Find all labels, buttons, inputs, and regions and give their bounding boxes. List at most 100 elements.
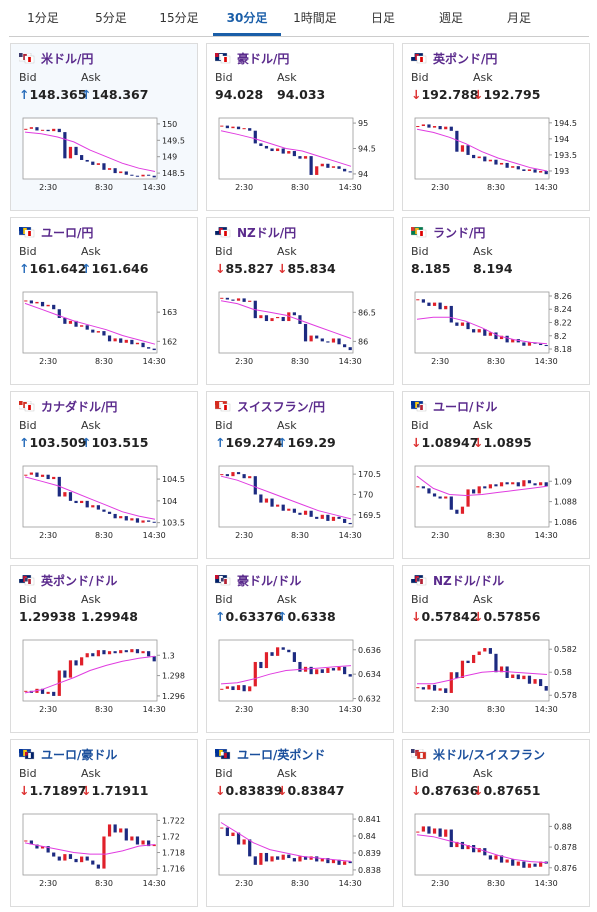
- pair-name[interactable]: スイスフラン/円: [237, 400, 326, 414]
- mini-chart: 0.838 0.839 0.84 0.841 2:30 8:30 14:30: [218, 813, 381, 888]
- candle: [298, 315, 302, 324]
- moving-average: [416, 475, 548, 497]
- y-tick-label: 86: [358, 337, 368, 346]
- quote-card[interactable]: NZドル/円 Bid Ask ↓85.827 ↓85.834 86 86.5 2:30 8:30…: [206, 217, 394, 385]
- pair-name[interactable]: NZドル/ドル: [433, 574, 505, 588]
- candle: [460, 145, 465, 152]
- candle: [438, 496, 442, 499]
- candle: [52, 304, 56, 310]
- y-tick-label: 0.841: [358, 815, 381, 824]
- pair-name[interactable]: カナダドル/円: [41, 400, 118, 414]
- candle: [416, 831, 420, 833]
- y-tick-label: 1.3: [162, 651, 175, 660]
- trend-arrow: ↓: [277, 783, 288, 798]
- candle: [488, 484, 492, 489]
- pair-name[interactable]: ランド/円: [433, 226, 486, 240]
- pair-name[interactable]: NZドル/円: [237, 226, 297, 240]
- ask-label: Ask: [473, 767, 493, 780]
- candle: [270, 148, 274, 152]
- quote-card[interactable]: ユーロ/円 Bid Ask ↑161.642 ↑161.646 162 163 2:30 8:3…: [10, 217, 198, 385]
- flag-part: [420, 231, 423, 236]
- quote-card[interactable]: 英ポンド/ドル Bid Ask 1.29938 1.29948 1.296 1.298 1.3…: [10, 565, 198, 733]
- pair-name[interactable]: ユーロ/英ポンド: [237, 748, 326, 762]
- pair-name[interactable]: 英ポンド/ドル: [41, 574, 118, 588]
- candle: [287, 508, 291, 511]
- candle: [242, 128, 246, 130]
- quote-card[interactable]: 米ドル/円 Bid Ask ↑148.365 ↑148.367 148.5 149 149.5…: [10, 43, 198, 211]
- candle: [102, 650, 106, 655]
- plot-frame: [414, 639, 550, 702]
- candle: [225, 474, 229, 477]
- tab[interactable]: 15分足: [159, 11, 199, 25]
- quote-card[interactable]: NZドル/ドル Bid Ask ↓0.57842 ↓0.57856 0.578 0.58 0.…: [402, 565, 590, 733]
- quote-card[interactable]: ランド/円 Bid Ask 8.185 8.194 8.18 8.2 8.22 8.24 8.26…: [402, 217, 590, 385]
- candle: [421, 486, 425, 489]
- plot-frame: [414, 291, 550, 354]
- x-tick-label: 2:30: [39, 531, 57, 540]
- candle: [74, 660, 78, 666]
- candle: [74, 320, 78, 327]
- candle: [29, 127, 33, 129]
- candle: [315, 856, 319, 862]
- flag-part: [411, 53, 415, 57]
- quote-card[interactable]: 豪ドル/円 Bid Ask 94.028 94.033 94 94.5 95 2:30 8:30 1…: [206, 43, 394, 211]
- bid-value: ↑0.63376: [215, 609, 282, 624]
- quote-card[interactable]: ユーロ/豪ドル Bid Ask ↓1.71897 ↓1.71911 1.716 1.718 1…: [10, 739, 198, 907]
- candle: [533, 679, 537, 684]
- candle: [539, 679, 543, 687]
- candle: [68, 854, 73, 859]
- tab[interactable]: 日足: [370, 11, 395, 25]
- candle: [326, 858, 330, 864]
- trend-arrow: ↑: [19, 87, 30, 102]
- pair-name[interactable]: ユーロ/豪ドル: [41, 748, 118, 762]
- pair-name[interactable]: 米ドル/円: [41, 52, 94, 66]
- pair-name[interactable]: 英ポンド/円: [433, 52, 498, 66]
- y-tick-label: 0.634: [358, 670, 381, 679]
- candle: [107, 168, 112, 170]
- y-tick-label: 0.838: [358, 866, 381, 875]
- tab[interactable]: 1時間足: [293, 11, 337, 25]
- candle: [270, 856, 274, 862]
- tab[interactable]: 30分足: [213, 0, 281, 36]
- quote-card[interactable]: 米ドル/スイスフラン Bid Ask ↓0.87636 ↓0.87651 0.876 0.8…: [402, 739, 590, 907]
- tab[interactable]: 5分足: [95, 11, 127, 25]
- candle: [449, 305, 453, 323]
- plot-frame: [218, 813, 354, 876]
- pair-name[interactable]: 豪ドル/ドル: [237, 574, 302, 588]
- bid-value: 1.29938: [19, 609, 76, 624]
- flag-part: [411, 575, 415, 579]
- candle: [539, 170, 543, 173]
- moving-average: [24, 302, 156, 345]
- ask-price: 85.834: [287, 261, 336, 276]
- tab[interactable]: 月足: [506, 11, 531, 25]
- candle: [74, 858, 78, 863]
- ask-value: ↓192.795: [473, 87, 540, 102]
- bid-price: 1.08947: [421, 435, 479, 450]
- pair-name[interactable]: 米ドル/スイスフラン: [433, 748, 546, 762]
- candle: [522, 480, 526, 487]
- quote-card[interactable]: ユーロ/ドル Bid Ask ↓1.08947 ↓1.0895 1.086 1.088 1.0…: [402, 391, 590, 559]
- candle: [124, 171, 128, 175]
- ask-value: ↓1.0895: [473, 435, 532, 450]
- candle: [141, 651, 145, 654]
- pair-name[interactable]: ユーロ/円: [41, 226, 94, 240]
- quote-card[interactable]: カナダドル/円 Bid Ask ↑103.509 ↑103.515 103.5 104 104…: [10, 391, 198, 559]
- candle: [432, 684, 437, 691]
- pair-name[interactable]: ユーロ/ドル: [433, 400, 498, 414]
- y-tick-label: 0.58: [554, 668, 572, 677]
- candle: [421, 826, 425, 832]
- tab[interactable]: 1分足: [27, 11, 59, 25]
- quote-card[interactable]: 豪ドル/ドル Bid Ask ↑0.63376 ↑0.6338 0.632 0.634 0.6…: [206, 565, 394, 733]
- candle: [488, 159, 492, 162]
- tab[interactable]: 週足: [438, 11, 463, 25]
- candle: [472, 329, 476, 333]
- trend-arrow: ↓: [473, 609, 484, 624]
- candle: [477, 486, 481, 494]
- quote-card[interactable]: スイスフラン/円 Bid Ask ↑169.274 ↑169.29 169.5 170 170…: [206, 391, 394, 559]
- quote-card[interactable]: 英ポンド/円 Bid Ask ↓192.788 ↓192.795 193 193.5 194 1…: [402, 43, 590, 211]
- candle: [444, 126, 448, 130]
- flag-icon: [411, 227, 427, 238]
- pair-name[interactable]: 豪ドル/円: [237, 52, 290, 66]
- quote-card[interactable]: ユーロ/英ポンド Bid Ask ↓0.83839 ↓0.83847 0.838 0.839…: [206, 739, 394, 907]
- candle: [499, 666, 504, 673]
